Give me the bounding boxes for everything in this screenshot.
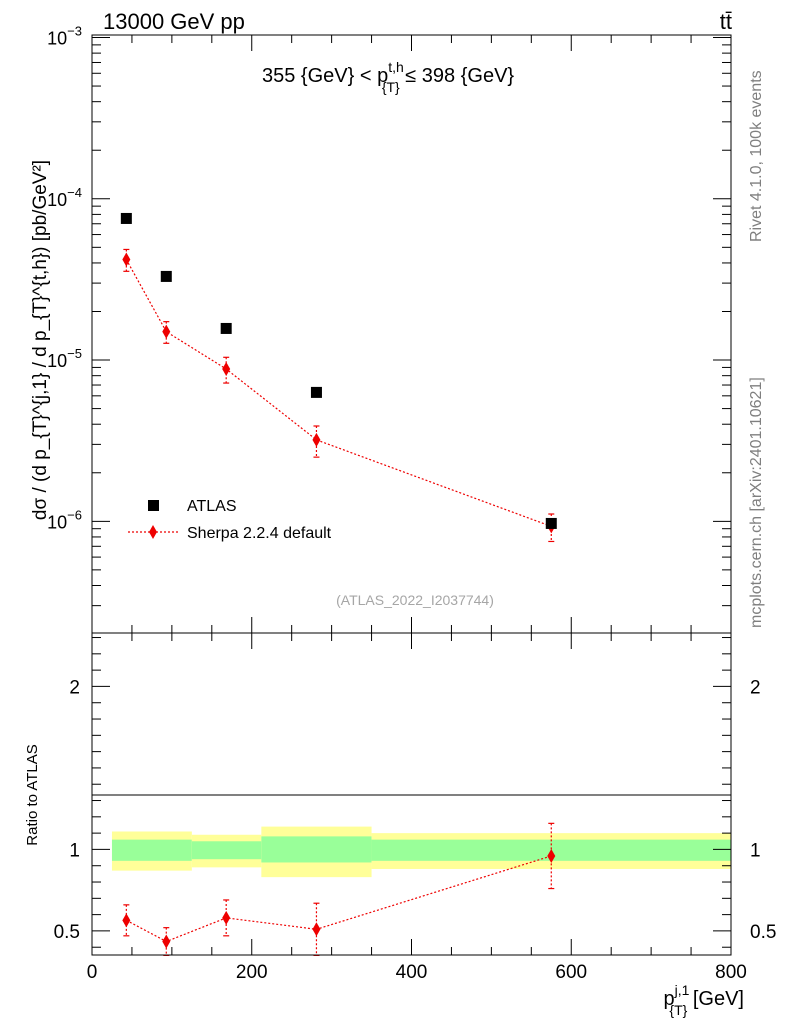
rivet-version-label: Rivet 4.1.0, 100k events bbox=[748, 70, 765, 242]
ratio-ytick-label-left: 0.5 bbox=[54, 922, 80, 943]
ratio-ylabel-text: Ratio to ATLAS bbox=[24, 744, 41, 845]
main-ylabel: dσ / (d p_{T}^{j,1} / d p_{T}^{t,h}) [pb… bbox=[30, 160, 51, 520]
legend-atlas-label: ATLAS bbox=[187, 498, 237, 515]
main-ytick-label: 10−6 bbox=[47, 507, 82, 532]
ratio-xtick-label: 800 bbox=[715, 962, 747, 983]
main-title: 355 {GeV} < pt,h {T} ≤ 398 {GeV} bbox=[262, 59, 514, 95]
sherpa-point bbox=[222, 361, 231, 376]
ratio-sherpa-point bbox=[312, 922, 321, 937]
main-frame bbox=[91, 34, 732, 634]
ratio-sherpa-point bbox=[162, 934, 171, 949]
ratio-band-inner bbox=[261, 836, 372, 863]
energy-label: 13000 GeV pp bbox=[103, 9, 245, 34]
ratio-panel: 0.5 0.5 1 1 2 2 0 200 400 600 800 Ratio to ATLAS p… bbox=[24, 632, 776, 1018]
ratio-ytick-label-left: 1 bbox=[69, 840, 80, 861]
sherpa-point bbox=[312, 432, 321, 447]
main-ytick-label: 10−3 bbox=[47, 23, 82, 48]
xlabel-post: [GeV] bbox=[687, 988, 744, 1010]
xlabel-pre: p bbox=[663, 988, 674, 1010]
ratio-plot-marks bbox=[122, 822, 556, 956]
ratio-uncertainty-bands bbox=[111, 826, 731, 878]
legend: ATLAS Sherpa 2.2.4 default bbox=[128, 498, 332, 542]
ratio-ytick-label-right: 1 bbox=[750, 840, 761, 861]
atlas-point bbox=[160, 270, 172, 282]
main-ylabel-text: dσ / (d p_{T}^{j,1} / d p_{T}^{t,h}) [pb… bbox=[30, 160, 51, 520]
main-title-post: ≤ 398 {GeV} bbox=[400, 65, 515, 87]
ratio-xtick-label: 600 bbox=[555, 962, 587, 983]
sherpa-point bbox=[122, 252, 131, 267]
ratio-ytick-label-right: 2 bbox=[750, 677, 761, 698]
process-label: tt̄ bbox=[720, 9, 732, 34]
legend-sherpa-marker bbox=[149, 525, 157, 539]
ratio-sherpa-point bbox=[122, 913, 131, 928]
legend-atlas-marker bbox=[148, 500, 159, 511]
ratio-sherpa-point bbox=[547, 848, 556, 863]
ratio-ytick-label-right: 0.5 bbox=[750, 922, 776, 943]
sherpa-line bbox=[125, 259, 552, 527]
main-title-pre: 355 {GeV} < p bbox=[262, 65, 388, 87]
ratio-sherpa-point bbox=[222, 910, 231, 925]
ratio-ytick-label-left: 2 bbox=[69, 677, 80, 698]
main-panel: 10−6 10−5 10−4 10−3 355 {GeV} < pt,h {T} ≤ 3… bbox=[30, 23, 732, 634]
main-ytick-label: 10−5 bbox=[47, 346, 82, 371]
source-label: mcplots.cern.ch [arXiv:2401.10621] bbox=[748, 377, 765, 628]
main-axis-ticks: 10−6 10−5 10−4 10−3 bbox=[47, 23, 732, 633]
main-title-sub: {T} bbox=[382, 79, 400, 95]
ratio-ylabel: Ratio to ATLAS bbox=[24, 744, 41, 845]
xlabel-sup: j,1 bbox=[674, 982, 690, 998]
ratio-band-inner bbox=[191, 841, 262, 860]
sherpa-point bbox=[162, 324, 171, 339]
atlas-point bbox=[220, 322, 232, 334]
ratio-xtick-label: 0 bbox=[87, 962, 98, 983]
legend-sherpa-label: Sherpa 2.2.4 default bbox=[187, 525, 332, 542]
ratio-xtick-label: 200 bbox=[236, 962, 268, 983]
main-title-sup: t,h bbox=[388, 59, 404, 75]
main-ytick-label: 10−4 bbox=[47, 185, 82, 210]
main-plot-marks bbox=[120, 212, 557, 543]
atlas-point bbox=[120, 212, 132, 224]
ratio-frame bbox=[91, 632, 732, 956]
xlabel-sub: {T} bbox=[669, 1002, 687, 1018]
atlas-point bbox=[545, 517, 557, 529]
analysis-watermark: (ATLAS_2022_I2037744) bbox=[336, 592, 494, 608]
ratio-xtick-label: 400 bbox=[396, 962, 428, 983]
ratio-band-inner bbox=[111, 839, 192, 861]
atlas-point bbox=[310, 386, 322, 398]
ratio-xlabel: pj,1 {T} [GeV] bbox=[663, 982, 744, 1018]
ratio-axis-ticks: 0.5 0.5 1 1 2 2 0 200 400 600 800 bbox=[54, 633, 776, 983]
